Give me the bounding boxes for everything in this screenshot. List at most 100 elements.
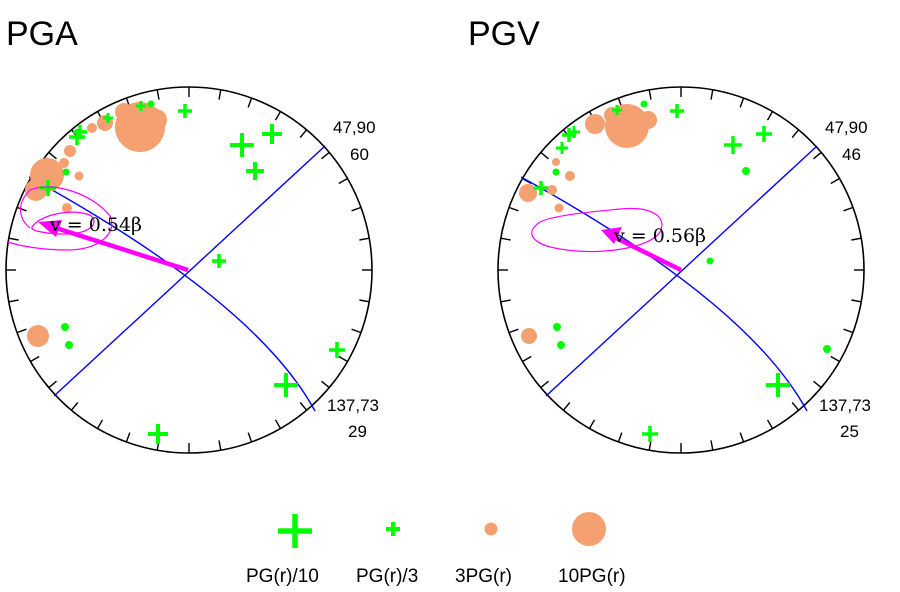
- legend-small-cross-icon: [386, 522, 400, 536]
- pole-label-bottom: 137,73: [819, 396, 871, 415]
- legend-label: PG(r)/10: [246, 566, 319, 587]
- directivity-contour: [7, 186, 113, 251]
- legend-small-circle-icon: [484, 522, 498, 536]
- large-amplitude-markers: [519, 104, 657, 344]
- station-cross-large: [262, 124, 282, 144]
- station-cross-medium: [642, 426, 658, 442]
- stereonet-ticks: [6, 87, 372, 453]
- station-circle-medium: [145, 109, 167, 131]
- station-cross-small: [103, 113, 113, 123]
- station-cross-small: [556, 142, 568, 154]
- small-amplitude-markers: [40, 101, 345, 444]
- station-circle-medium: [585, 114, 605, 134]
- stereonet-tick: [274, 111, 282, 121]
- station-cross-large: [148, 424, 168, 444]
- stereonet-tick: [588, 419, 596, 429]
- stereonet-tick: [648, 89, 652, 100]
- stereonet-tick: [321, 151, 330, 160]
- stereonet-tick: [30, 355, 40, 363]
- station-cross-small: [568, 126, 580, 138]
- stereonet-tick: [299, 402, 308, 411]
- pole-label-top: 47,90: [333, 118, 376, 137]
- station-cross-medium: [756, 126, 772, 142]
- station-circle-small: [87, 123, 97, 133]
- stereonet-tick: [739, 432, 745, 443]
- stereonet-tick: [359, 299, 370, 303]
- stereonet-tick: [522, 355, 532, 363]
- stereonet-tick: [70, 402, 79, 411]
- stereonet-tick: [791, 402, 800, 411]
- stereonet-tick: [48, 380, 57, 389]
- small-amplitude-markers: [534, 104, 790, 442]
- stereonet-tick: [851, 237, 862, 241]
- stereonet-tick: [351, 328, 362, 334]
- stereonet-tick: [16, 206, 27, 212]
- station-circle-small: [521, 328, 537, 344]
- stereonet-tick: [617, 432, 623, 443]
- stereonet-tick: [338, 355, 348, 363]
- arrow-head-icon: [601, 227, 622, 244]
- stereonet-tick: [218, 89, 222, 100]
- station-cross-large: [274, 373, 298, 397]
- pgv-panel: PGV: [468, 15, 871, 454]
- stereonet-tick: [247, 97, 253, 108]
- stereonet-tick: [830, 177, 840, 185]
- stereonet-tick: [766, 419, 774, 429]
- pga-panel: PGA: [5, 15, 379, 454]
- stereonet-tick: [321, 380, 330, 389]
- station-cross-medium: [534, 181, 548, 195]
- stereonet-tick: [8, 237, 19, 241]
- pole-label-bottom: 137,73: [327, 396, 379, 415]
- stereonet: [5, 86, 373, 454]
- stereonet-tick: [16, 328, 27, 334]
- stereonet-tick: [156, 89, 160, 100]
- stereonet-tick: [813, 380, 822, 389]
- legend-label: 3PG(r): [455, 566, 512, 587]
- station-cross-small: [136, 101, 146, 111]
- stereonet-tick: [125, 432, 131, 443]
- stereonet-outline: [497, 86, 865, 454]
- stereonet-tick: [648, 440, 652, 451]
- stereonet-tick: [739, 97, 745, 108]
- stereonet-tick: [8, 299, 19, 303]
- legend-label: PG(r)/3: [356, 566, 418, 587]
- station-dots: [61, 100, 155, 349]
- station-circle-medium: [25, 179, 47, 201]
- rupture-velocity-label: v = 0.56β: [613, 225, 706, 247]
- stereonet-tick: [540, 151, 549, 160]
- stereonet-tick: [247, 432, 253, 443]
- rupture-velocity-arrow: [615, 235, 682, 273]
- station-circle-medium: [115, 103, 133, 121]
- pole-label-top: 47,90: [825, 118, 868, 137]
- legend-large-cross-icon: [278, 514, 312, 548]
- station-cross-medium: [329, 342, 345, 358]
- station-cross-large: [246, 162, 264, 180]
- stereonet-tick: [96, 419, 104, 429]
- stereonet-tick: [813, 151, 822, 160]
- panel-title: PGV: [468, 15, 540, 53]
- nodal-plane-2: [520, 176, 808, 412]
- pole-count-bottom: 25: [840, 422, 859, 441]
- pole-count-top: 60: [350, 145, 369, 164]
- station-circle-small: [565, 171, 575, 181]
- station-circle-small: [74, 171, 84, 181]
- stereonet-tick: [843, 328, 854, 334]
- station-cross-medium: [724, 136, 742, 154]
- stereonet-tick: [710, 440, 714, 451]
- legend-large-circle-icon: [572, 512, 606, 546]
- stereonet-tick: [299, 129, 308, 138]
- stereonet-outline: [5, 86, 373, 454]
- station-circle-medium: [639, 111, 657, 129]
- station-circle-small: [554, 203, 564, 213]
- pole-count-bottom: 29: [348, 422, 367, 441]
- legend: PG(r)/10 PG(r)/3 3PG(r) 10PG(r): [246, 512, 626, 587]
- stereonet-tick: [508, 206, 519, 212]
- station-cross-medium: [212, 254, 226, 268]
- stereonet-tick: [710, 89, 714, 100]
- panel-title: PGA: [6, 15, 78, 53]
- stereonet-tick: [218, 440, 222, 451]
- station-cross-medium: [670, 104, 684, 118]
- pole-count-top: 46: [842, 145, 861, 164]
- large-amplitude-markers: [25, 102, 167, 347]
- station-circle-small: [62, 203, 72, 213]
